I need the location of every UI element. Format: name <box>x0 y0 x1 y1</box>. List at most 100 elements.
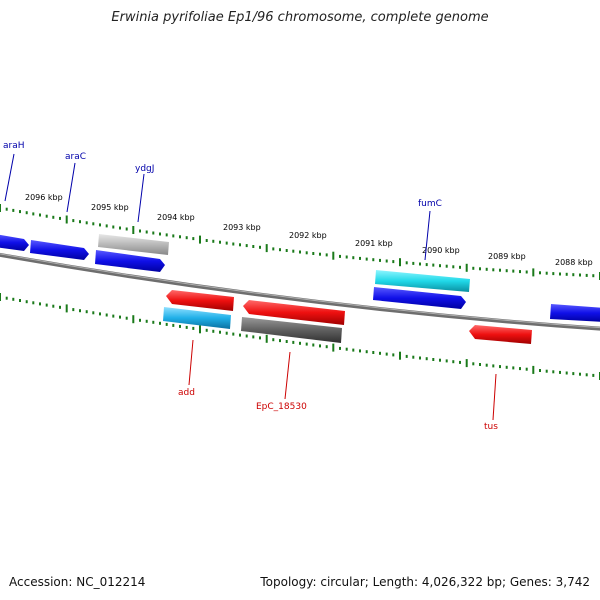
minor-tick <box>339 254 341 258</box>
minor-tick <box>579 273 581 277</box>
minor-tick <box>39 213 41 217</box>
gene-add[interactable] <box>166 290 234 311</box>
minor-tick <box>112 225 115 229</box>
minor-tick <box>219 240 221 244</box>
gene-EpC_18530[interactable] <box>243 300 345 325</box>
minor-tick <box>299 250 301 254</box>
gene-label-EpC_18530: EpC_18530 <box>256 402 307 412</box>
gene-tus[interactable] <box>469 325 532 344</box>
topology-text: Topology: circular; Length: 4,026,322 bp… <box>260 575 590 589</box>
minor-tick <box>319 252 321 256</box>
gene-blue-5[interactable] <box>373 287 466 309</box>
ruler-label: 2088 kbp <box>555 258 593 267</box>
minor-tick <box>179 235 181 239</box>
major-tick <box>199 325 201 334</box>
minor-tick <box>499 365 501 369</box>
major-tick <box>265 334 268 343</box>
gene-skyblue[interactable] <box>163 307 231 329</box>
minor-tick <box>512 269 515 273</box>
gene-dark-grey[interactable] <box>241 317 342 343</box>
ruler-label: 2095 kbp <box>91 203 129 212</box>
gene-grey-1[interactable] <box>98 234 169 255</box>
minor-tick <box>59 216 61 220</box>
minor-tick <box>565 371 568 375</box>
minor-tick <box>592 274 595 278</box>
minor-tick <box>305 251 308 255</box>
minor-tick <box>245 244 248 248</box>
minor-tick <box>85 221 88 225</box>
minor-tick <box>32 212 35 216</box>
chromosome-backbone <box>0 252 600 331</box>
minor-tick <box>72 308 75 312</box>
minor-tick <box>172 323 175 327</box>
minor-tick <box>185 325 188 329</box>
minor-tick <box>419 356 421 360</box>
minor-tick <box>285 340 288 343</box>
minor-tick <box>79 309 81 313</box>
minor-tick <box>205 328 208 332</box>
minor-tick <box>259 336 261 340</box>
ruler-labels: 2096 kbp 2095 kbp 2094 kbp 2093 kbp 2092… <box>25 193 593 267</box>
minor-tick <box>459 265 461 269</box>
minor-tick <box>539 369 541 372</box>
minor-tick <box>552 370 555 374</box>
minor-tick <box>299 341 301 345</box>
minus-strand-genes <box>163 290 532 344</box>
minor-tick <box>12 208 15 212</box>
minor-tick <box>59 305 61 309</box>
minor-tick <box>379 351 381 355</box>
major-tick <box>332 343 335 352</box>
minor-tick <box>492 364 495 368</box>
major-tick <box>532 268 535 277</box>
minor-tick <box>445 359 448 363</box>
minor-tick <box>572 372 575 376</box>
minor-tick <box>545 369 548 373</box>
minor-tick <box>479 267 481 271</box>
minor-tick <box>85 310 88 314</box>
minor-tick <box>52 304 55 308</box>
minor-tick <box>172 234 175 238</box>
major-tick <box>332 251 335 260</box>
lower-ruler-ticks <box>0 293 600 380</box>
minor-tick <box>139 318 141 322</box>
minor-tick <box>472 266 475 270</box>
major-tick <box>132 315 135 324</box>
gene-label-tus: tus <box>484 422 498 432</box>
ruler-label: 2094 kbp <box>157 213 195 222</box>
ruler-label: 2093 kbp <box>223 223 261 232</box>
minor-tick <box>519 367 521 371</box>
minor-tick <box>379 258 381 262</box>
gene-fumC-cyan[interactable] <box>375 270 470 292</box>
gene-blue-6[interactable] <box>550 304 600 322</box>
map-title: Erwinia pyrifoliae Ep1/96 chromosome, co… <box>111 10 489 25</box>
accession-text: Accession: NC_012214 <box>9 575 146 589</box>
major-tick <box>399 351 401 360</box>
minor-tick <box>452 265 455 269</box>
major-tick <box>0 293 1 301</box>
minor-tick <box>345 347 348 351</box>
minor-tick <box>179 324 181 328</box>
minor-tick <box>145 319 148 323</box>
major-tick <box>399 258 401 267</box>
major-tick <box>465 263 468 272</box>
minor-tick <box>159 321 161 325</box>
minor-tick <box>225 241 228 245</box>
minor-tick <box>139 229 141 233</box>
gene-araC[interactable] <box>30 240 89 260</box>
minor-tick <box>192 237 195 241</box>
ruler-label: 2091 kbp <box>355 239 393 248</box>
minor-tick <box>559 370 561 374</box>
minor-tick <box>125 227 128 231</box>
minor-tick <box>99 223 101 227</box>
minor-tick <box>459 360 461 364</box>
minor-tick <box>305 342 308 346</box>
minor-tick <box>352 348 355 352</box>
major-tick <box>132 226 135 234</box>
minor-tick <box>585 273 588 277</box>
minor-tick <box>559 272 561 276</box>
gene-ydgJ[interactable] <box>95 250 165 272</box>
gene-araH[interactable] <box>0 234 29 251</box>
minor-tick <box>105 313 108 317</box>
minor-tick <box>119 315 121 319</box>
